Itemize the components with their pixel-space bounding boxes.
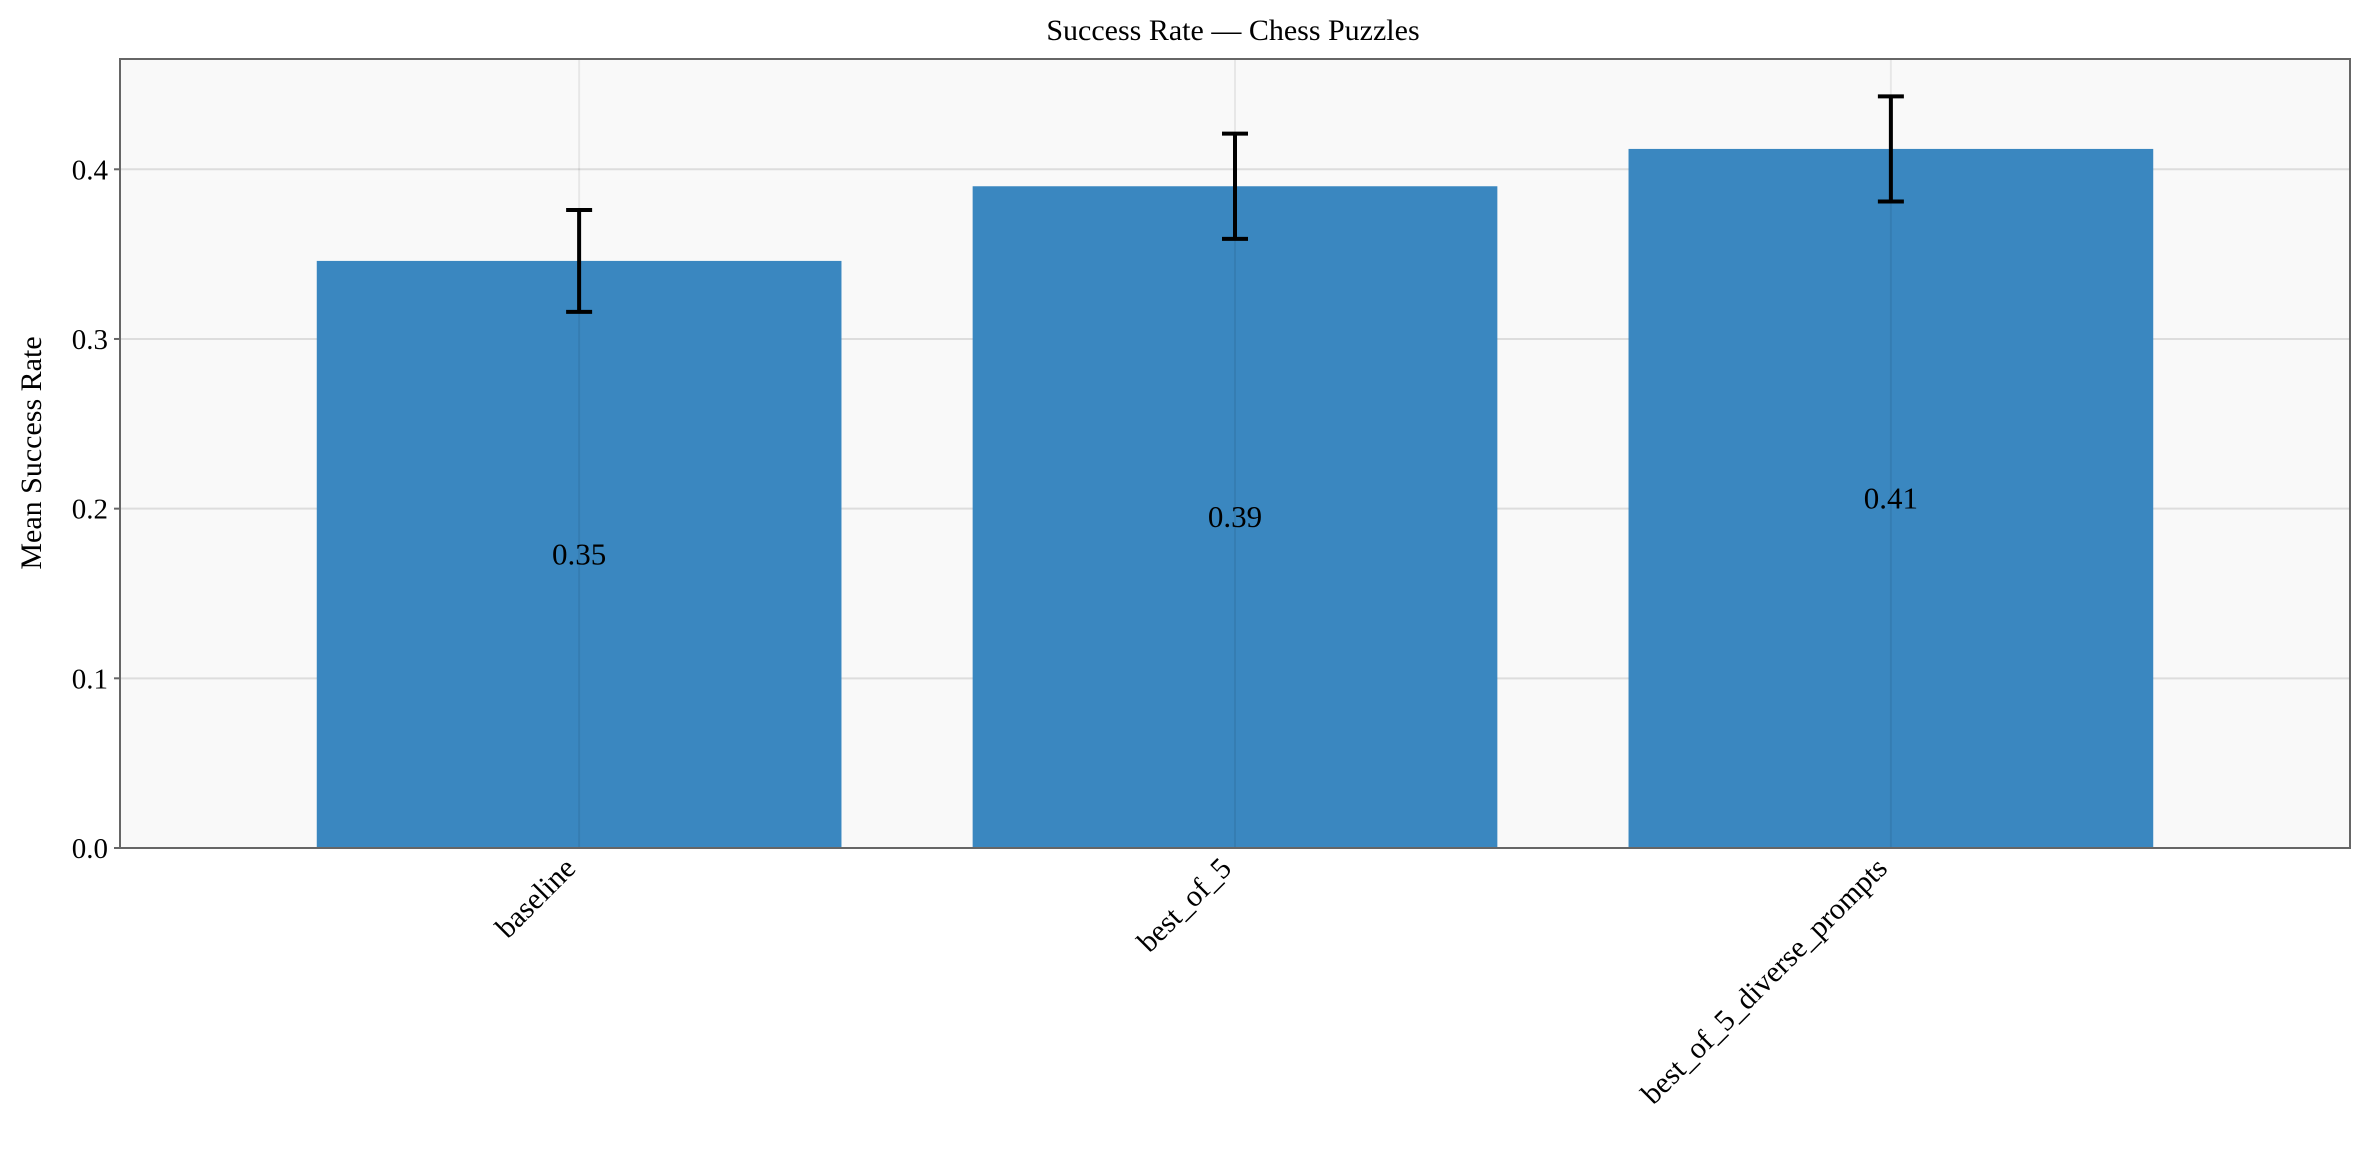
x-tick-label-best_of_5_diverse_prompts: best_of_5_diverse_prompts [1635, 852, 1894, 1111]
bar-best_of_5 [972, 186, 1498, 849]
x-tick-label-baseline: baseline [489, 852, 582, 945]
value-label-baseline: 0.35 [552, 536, 606, 571]
y-axis-label: Mean Success Rate [15, 336, 48, 569]
error-bar-best_of_5 [1222, 131, 1248, 241]
bar-best_of_5_diverse_prompts [1628, 148, 2154, 849]
y-tick-label: 0.0 [72, 833, 108, 865]
error-bar-baseline [566, 208, 593, 314]
y-tick-label: 0.4 [72, 154, 109, 186]
chart-title: Success Rate — Chess Puzzles [1046, 14, 1419, 47]
y-tick-label: 0.2 [72, 494, 108, 526]
plot-area: 0.35 0.39 0.41 0.0 0.1 0.2 0.3 0.4 baseline best_… [72, 58, 2351, 1111]
x-tick-label-best_of_5: best_of_5 [1131, 852, 1238, 959]
y-tick-label: 0.3 [72, 324, 108, 356]
bar-baseline [316, 260, 842, 848]
error-bar-best_of_5_diverse_prompts [1877, 94, 1904, 204]
y-tick-label: 0.1 [72, 663, 108, 695]
value-label-best_of_5_diverse_prompts: 0.41 [1864, 480, 1918, 515]
axes-frame [119, 58, 2351, 849]
value-label-best_of_5: 0.39 [1208, 499, 1262, 534]
